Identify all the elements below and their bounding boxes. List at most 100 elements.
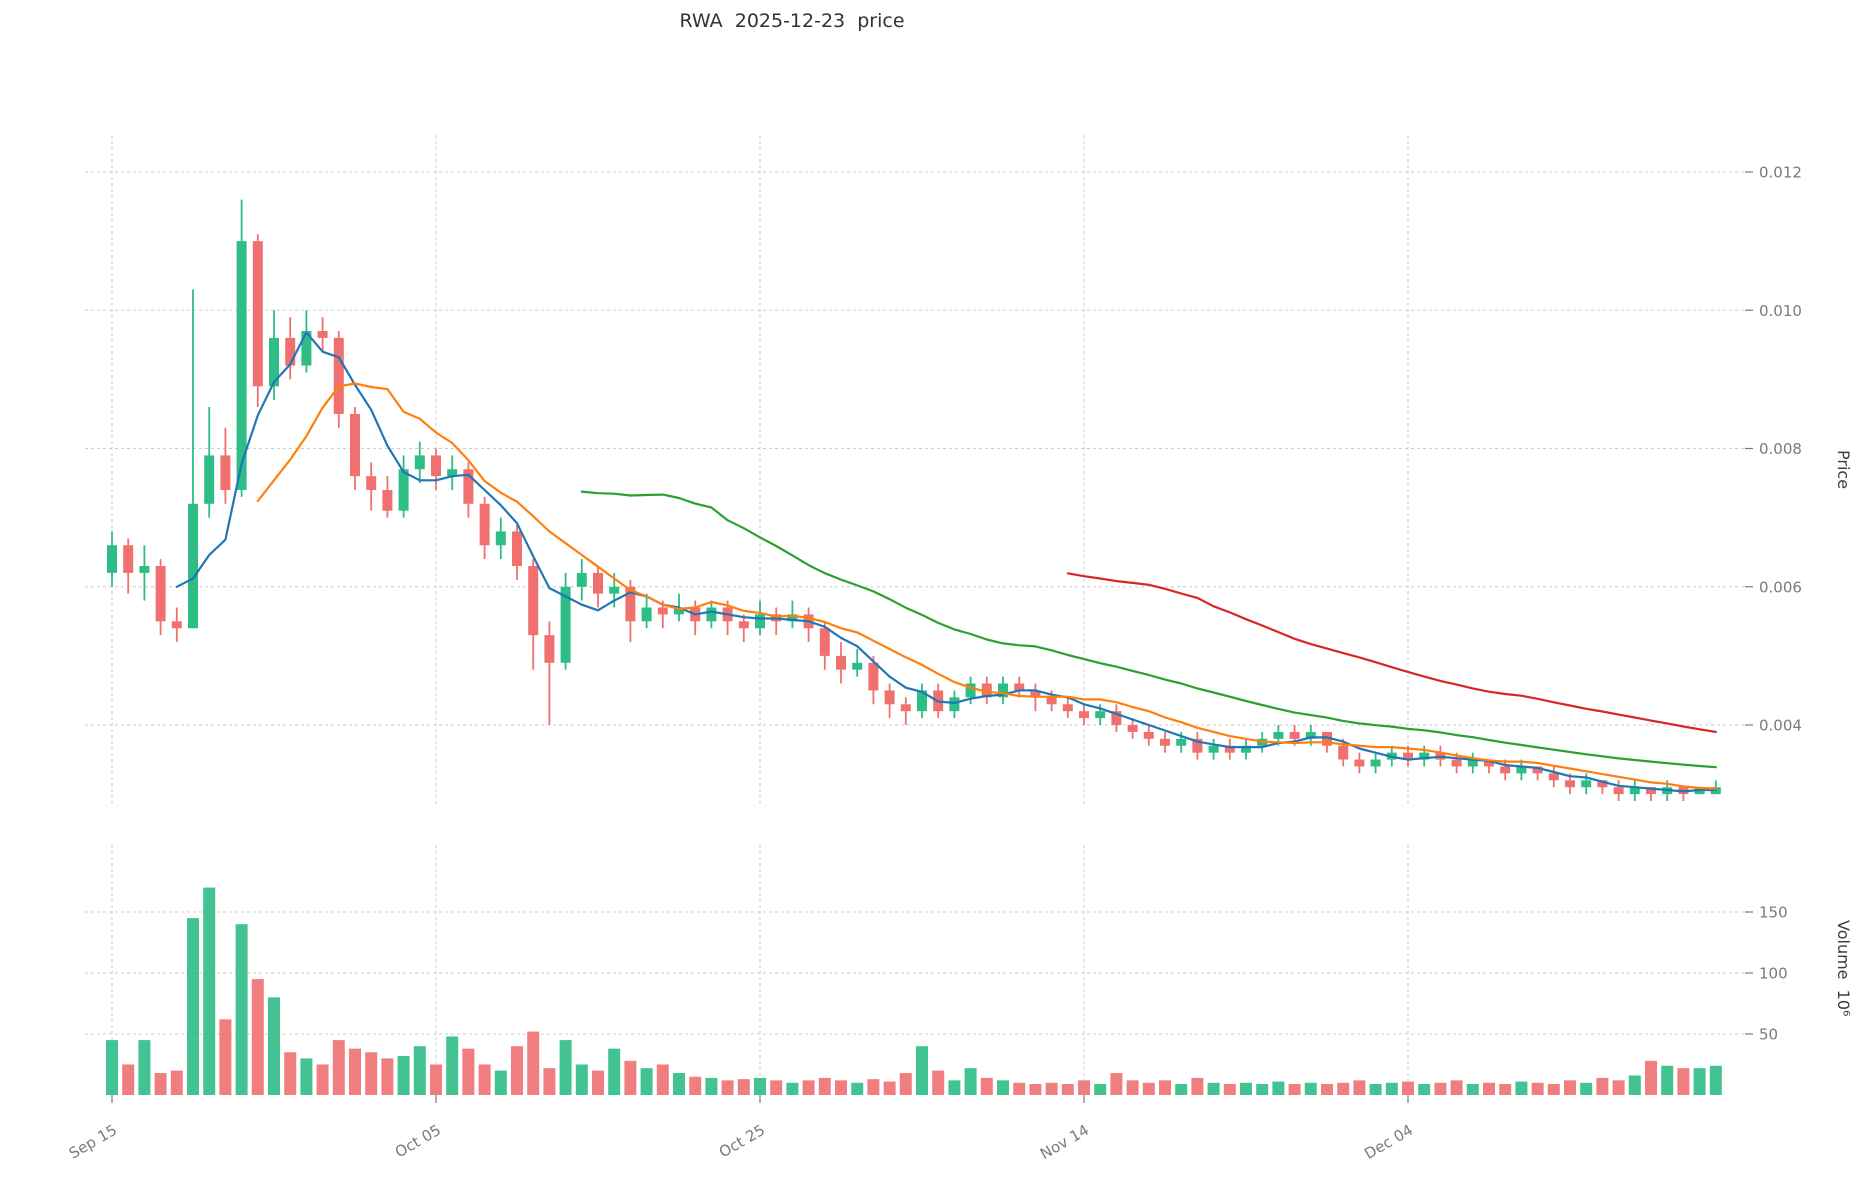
volume-bar: [899, 1073, 912, 1095]
date-tick-label: Nov 14: [1037, 1121, 1092, 1163]
candle-body: [252, 241, 263, 387]
candle-body: [625, 586, 636, 622]
candle-body: [1062, 704, 1073, 712]
volume-bar: [1385, 1082, 1398, 1095]
candle-body: [1613, 787, 1624, 795]
volume-bar: [1353, 1080, 1366, 1095]
candle-body: [1581, 780, 1592, 788]
volume-bar: [1321, 1084, 1333, 1095]
candle-body: [188, 503, 198, 629]
candle-body: [512, 531, 522, 567]
volume-bar: [462, 1048, 475, 1095]
volume-bar: [948, 1080, 961, 1095]
candle-body: [1111, 711, 1122, 725]
volume-bar: [284, 1052, 297, 1095]
volume-bar: [851, 1082, 864, 1095]
candle-body: [998, 683, 1008, 698]
volume-bar: [430, 1064, 442, 1095]
volume-bar: [1126, 1080, 1139, 1095]
candle-body: [495, 531, 506, 546]
candle-body: [787, 614, 798, 622]
candle-body: [544, 635, 555, 663]
candle-body: [706, 607, 717, 622]
candle-body: [236, 241, 247, 490]
volume-bar: [1693, 1068, 1706, 1095]
volume-bar: [835, 1080, 847, 1095]
volume-bar: [154, 1073, 167, 1095]
candle-body: [463, 469, 474, 504]
ma5-line: [175, 331, 1717, 793]
volume-bar: [381, 1058, 394, 1095]
volume-bar: [1369, 1084, 1382, 1095]
volume-bar: [1531, 1082, 1544, 1095]
volume-bar: [1612, 1080, 1625, 1095]
price-tick-label: 0.012: [1759, 164, 1802, 182]
volume-bar: [673, 1073, 685, 1095]
volume-bar: [1110, 1073, 1123, 1095]
volume-bar: [721, 1080, 734, 1095]
volume-bar: [1142, 1082, 1155, 1095]
volume-bar: [332, 1040, 345, 1095]
volume-bar: [1677, 1068, 1690, 1095]
candle-body: [1565, 780, 1575, 788]
candle-body: [139, 566, 150, 573]
ma30-line: [580, 490, 1717, 769]
volume-bar: [1061, 1084, 1074, 1095]
candle-body: [479, 503, 490, 546]
candle-body: [1629, 787, 1640, 795]
volume-bar: [640, 1068, 653, 1095]
volume-bar: [397, 1055, 410, 1095]
volume-bar: [1645, 1060, 1657, 1095]
candle-body: [1143, 731, 1154, 739]
candle-body: [414, 455, 425, 470]
volume-bar: [916, 1046, 928, 1095]
candle-body: [123, 545, 134, 573]
candle-body: [1467, 759, 1478, 767]
volume-bar: [1094, 1084, 1107, 1095]
volume-bar: [494, 1070, 507, 1095]
candle-body: [382, 489, 393, 511]
ma10-line: [256, 382, 1717, 790]
volume-bar: [754, 1077, 766, 1095]
volume-bar: [1223, 1084, 1236, 1095]
candle-body: [884, 690, 895, 705]
price-tick-label: 0.004: [1759, 717, 1802, 735]
candle-body: [852, 662, 863, 670]
volume-bar: [203, 887, 216, 1095]
volume-bar: [624, 1060, 637, 1095]
candle-body: [755, 614, 765, 629]
volume-bar: [575, 1064, 588, 1095]
candle-body: [171, 621, 182, 629]
chart-title: RWA 2025-12-23 price: [679, 10, 905, 32]
volume-bar: [1288, 1084, 1301, 1095]
volume-bar: [1191, 1077, 1204, 1095]
candle-body: [593, 572, 603, 594]
candle-body: [447, 469, 458, 477]
candle-body: [1127, 725, 1138, 732]
price-tick-label: 0.008: [1759, 440, 1802, 458]
volume-bar: [122, 1064, 135, 1095]
volume-bar: [705, 1077, 718, 1095]
volume-bar: [689, 1076, 702, 1095]
volume-bar: [1450, 1080, 1463, 1095]
candle-body: [1046, 697, 1057, 705]
candle-body: [965, 683, 976, 698]
candle-body: [301, 330, 312, 366]
candle-body: [917, 690, 927, 712]
candle-body: [641, 607, 652, 622]
candle-body: [981, 683, 992, 698]
volume-bar: [543, 1068, 556, 1095]
date-tick-label: Sep 15: [66, 1121, 120, 1163]
candle-body: [1338, 745, 1349, 760]
volume-bar: [316, 1064, 329, 1095]
volume-bar: [413, 1046, 426, 1095]
candle-body: [949, 697, 960, 712]
volume-bar: [187, 918, 199, 1095]
volume-bar: [737, 1079, 750, 1095]
volume-tick-label: 150: [1759, 904, 1788, 922]
candle-body: [366, 476, 377, 490]
volume-bar: [219, 1019, 232, 1095]
volume-bar: [1337, 1082, 1350, 1095]
ma60-line: [1066, 572, 1717, 734]
